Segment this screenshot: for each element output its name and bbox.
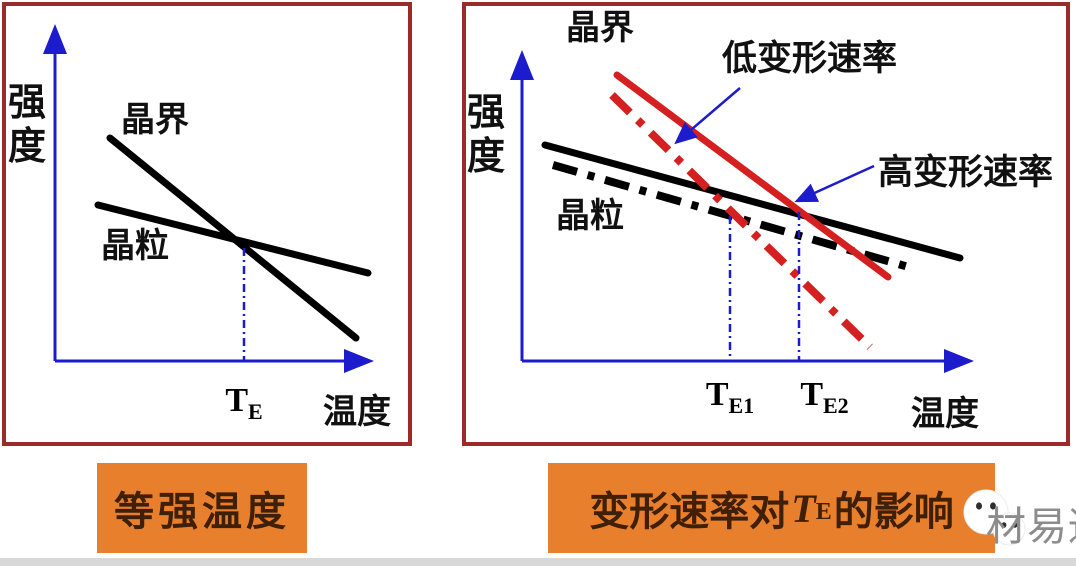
te1-mark: TE1 <box>690 376 770 419</box>
wechat-chat-bubbles-icon <box>963 489 1026 546</box>
te-mark: TE <box>209 382 279 425</box>
right-chart-canvas <box>510 50 974 373</box>
grain-label: 晶粒 <box>101 227 169 265</box>
right-caption: 变形速率对 T E 的影响 <box>548 463 995 553</box>
watermark: 材易通 <box>952 484 1076 553</box>
right-caption-te-sub: E <box>815 498 832 525</box>
x-axis-label: 温度 <box>911 395 979 433</box>
left-chart-panel: 强度 晶界 晶粒 TE 温度 <box>2 2 412 446</box>
grain-label: 晶粒 <box>556 197 624 235</box>
left-chart-canvas <box>43 24 374 373</box>
te1-sub: E1 <box>728 393 755 419</box>
boundary-low-rate-dashdot-line <box>609 92 873 350</box>
x-axis-label: 温度 <box>323 393 391 431</box>
te2-mark: TE2 <box>782 376 867 419</box>
grain-high-rate-line <box>541 141 964 262</box>
grain-boundary-label: 晶界 <box>566 9 634 47</box>
high-rate-annotation: 高变形速率 <box>878 153 1054 192</box>
grain-boundary-label: 晶界 <box>121 101 189 139</box>
te-sub: E <box>248 399 263 425</box>
low-rate-arrow <box>674 87 741 145</box>
y-axis-label: 强度 <box>467 92 506 178</box>
y-axis-label: 强度 <box>8 82 47 168</box>
high-rate-arrow <box>794 164 875 203</box>
right-caption-prefix: 变形速率对 <box>589 489 790 534</box>
right-caption-suffix: 的影响 <box>833 489 954 534</box>
right-chart-panel: 晶界 强度 晶粒 低变形速率 高变形速率 TE1 TE2 温度 <box>462 2 1070 446</box>
te2-base: T <box>800 376 823 413</box>
te1-base: T <box>705 376 729 413</box>
te2-sub: E2 <box>823 393 849 419</box>
boundary-high-rate-line <box>613 71 892 281</box>
right-caption-te-base: T <box>791 485 816 531</box>
te-base: T <box>225 382 248 419</box>
footer-strip <box>0 558 1076 566</box>
grain-line <box>94 201 372 277</box>
low-rate-annotation: 低变形速率 <box>722 39 898 78</box>
watermark-brand-text: 材易通 <box>986 505 1076 549</box>
left-caption: 等强温度 <box>97 463 307 553</box>
left-caption-text: 等强温度 <box>114 489 290 534</box>
